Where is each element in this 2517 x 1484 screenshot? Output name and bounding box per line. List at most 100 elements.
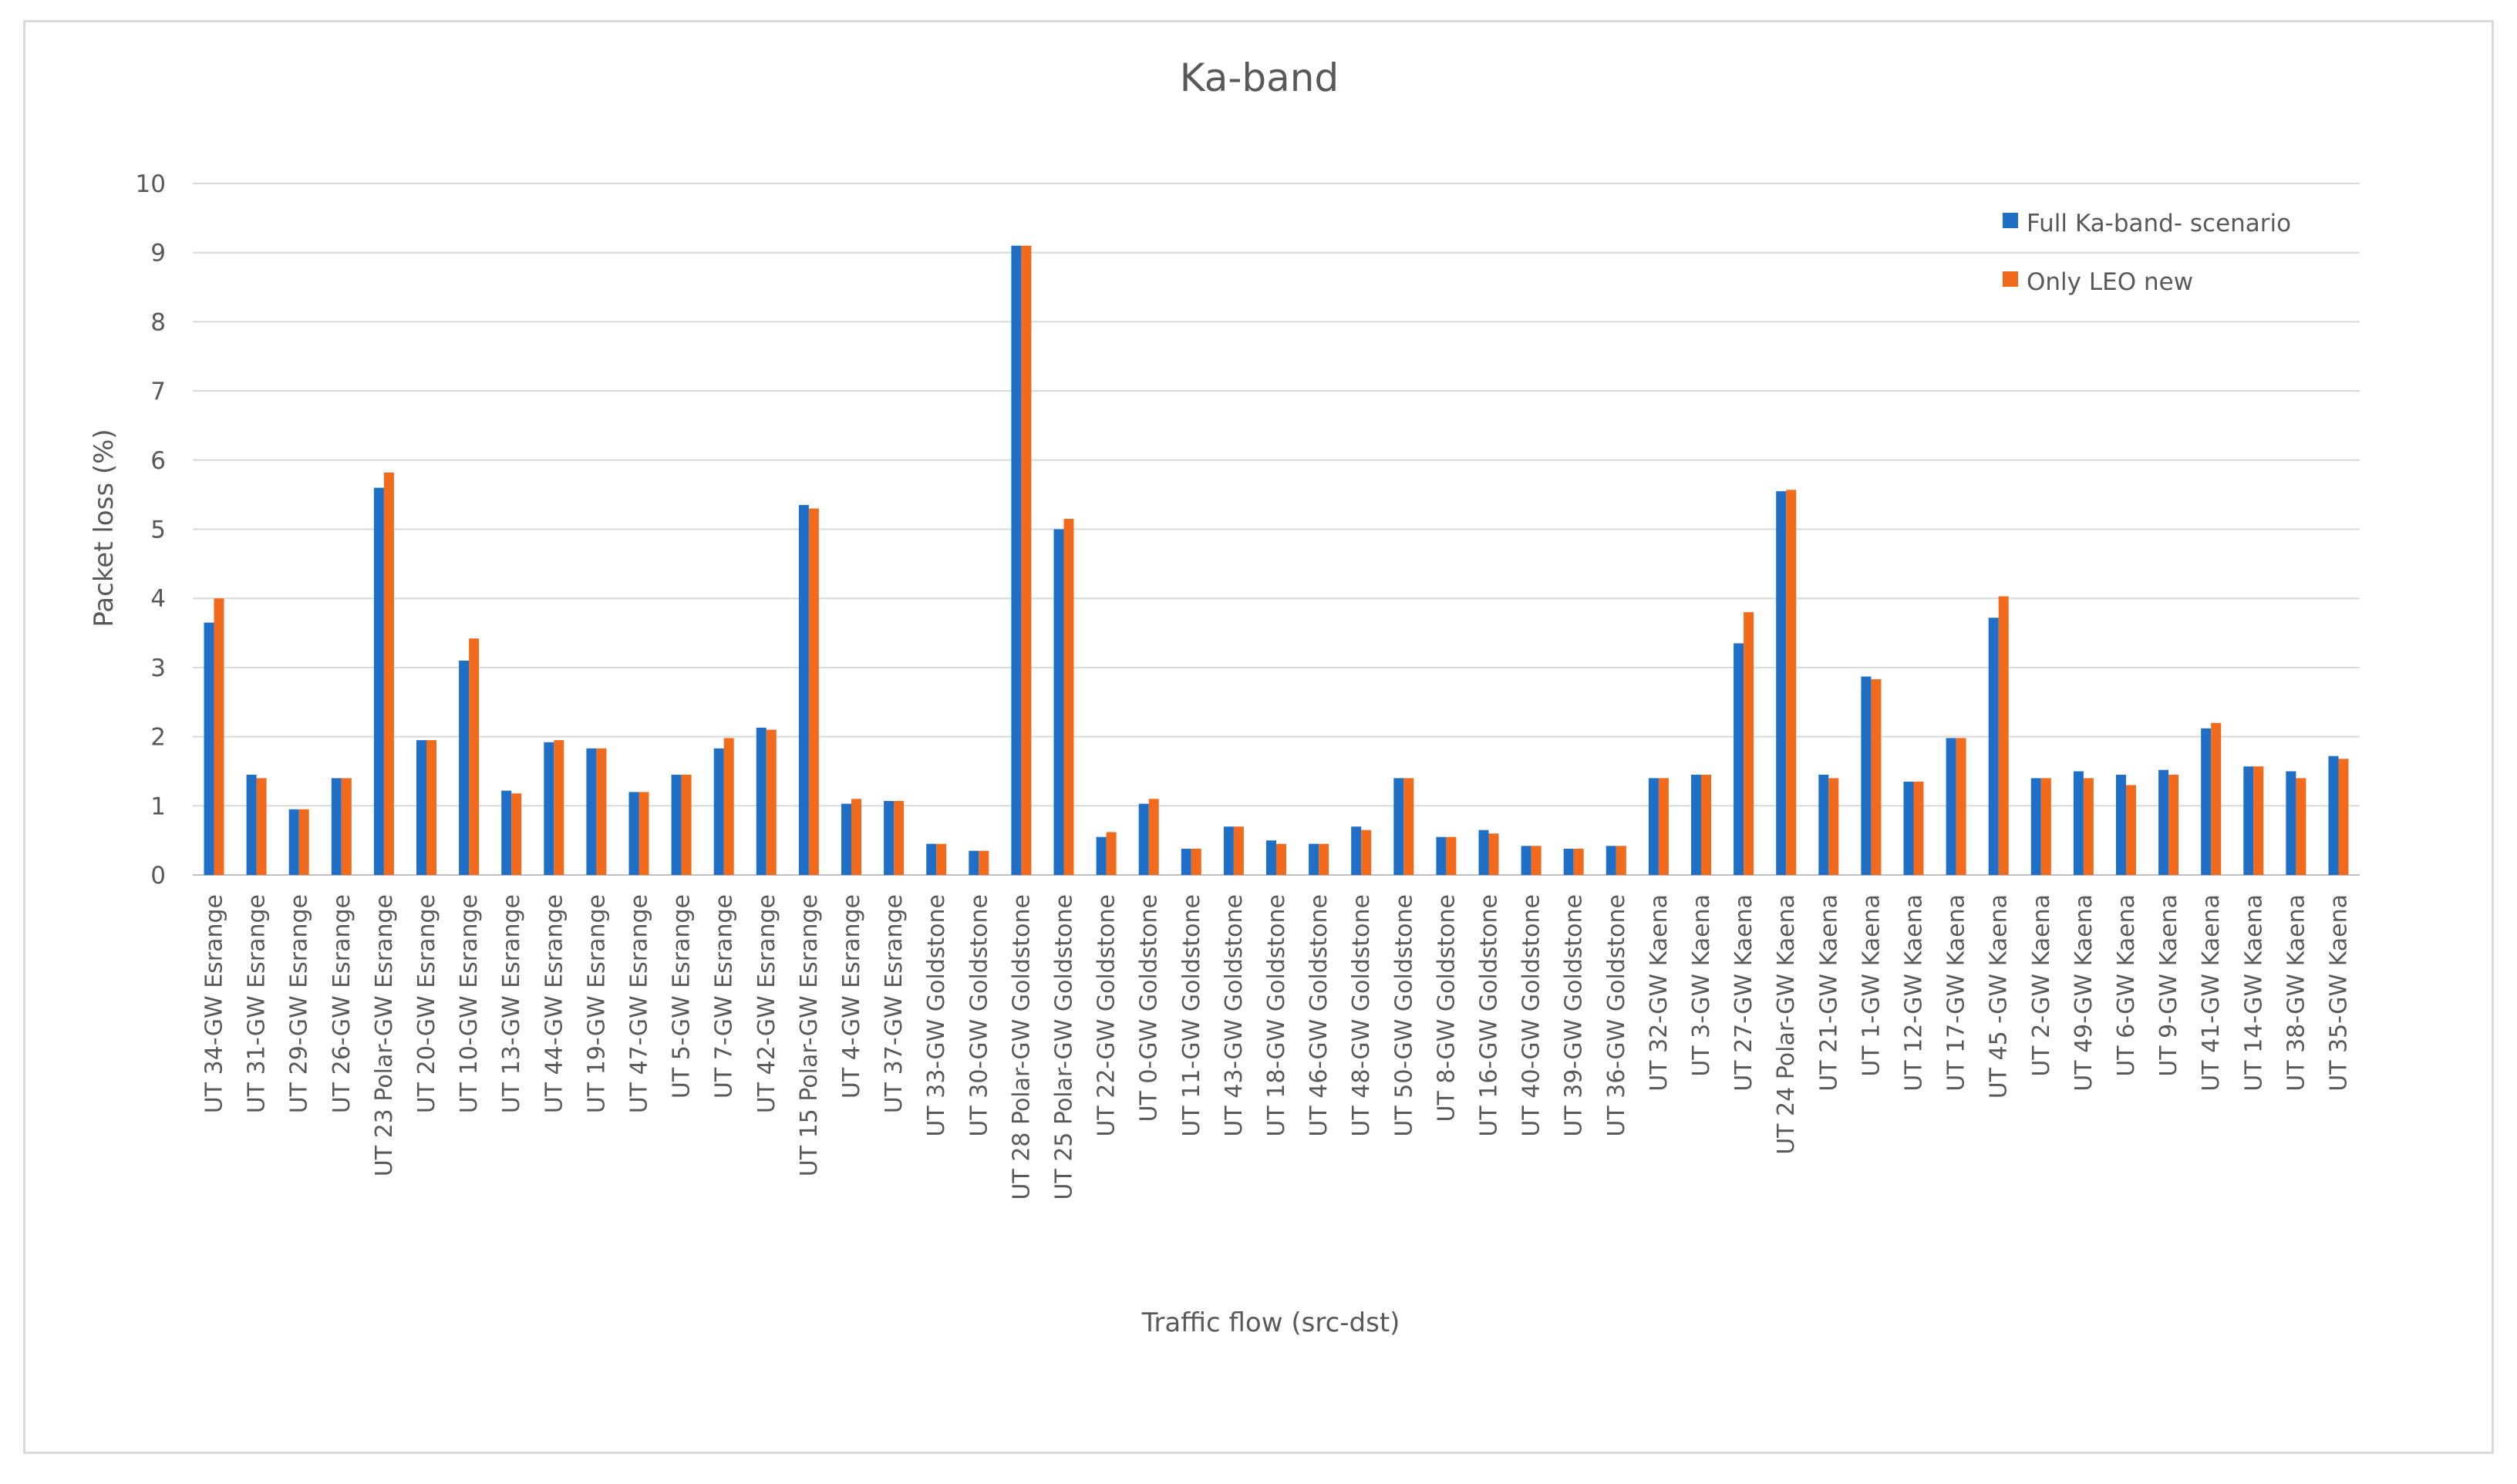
bar-series-1-25 bbox=[1266, 840, 1276, 875]
bar-series-1-24 bbox=[1223, 826, 1234, 875]
bar-series-2-3 bbox=[341, 778, 352, 875]
bar-series-1-41 bbox=[1946, 738, 1956, 875]
x-tick-label: UT 33-GW Goldstone bbox=[923, 894, 950, 1137]
x-tick-label: UT 22-GW Goldstone bbox=[1093, 894, 1120, 1137]
x-tick-label: UT 20-GW Esrange bbox=[413, 894, 440, 1113]
bar-series-2-5 bbox=[426, 740, 436, 875]
x-tick-label: UT 14-GW Kaena bbox=[2240, 894, 2267, 1092]
x-tick-label: UT 4-GW Esrange bbox=[838, 894, 865, 1099]
x-tick-label: UT 30-GW Goldstone bbox=[965, 894, 992, 1137]
x-tick-label: UT 15 Polar-GW Esrange bbox=[796, 894, 823, 1176]
bar-series-1-12 bbox=[713, 748, 724, 875]
y-axis-title: Packet loss (%) bbox=[89, 429, 120, 627]
bar-series-1-14 bbox=[798, 505, 809, 875]
bar-series-2-0 bbox=[214, 598, 224, 875]
bar-series-2-49 bbox=[2296, 778, 2306, 875]
bar-series-2-32 bbox=[1573, 848, 1584, 875]
x-tick-label: UT 49-GW Kaena bbox=[2071, 894, 2098, 1092]
bar-series-1-29 bbox=[1436, 836, 1447, 875]
bar-series-1-9 bbox=[586, 748, 597, 875]
bar-series-2-4 bbox=[383, 472, 394, 875]
bar-series-1-37 bbox=[1776, 491, 1787, 875]
bar-series-2-1 bbox=[256, 778, 267, 875]
bar-series-1-4 bbox=[373, 487, 384, 875]
bar-series-1-49 bbox=[2286, 771, 2296, 875]
bar-series-2-6 bbox=[469, 638, 480, 875]
x-tick-label: UT 8-GW Goldstone bbox=[1433, 894, 1460, 1122]
bar-series-2-21 bbox=[1106, 832, 1117, 875]
legend: Full Ka-band- scenario Only LEO new bbox=[2003, 210, 2291, 296]
bar-series-1-46 bbox=[2158, 769, 2169, 875]
x-tick-label: UT 44-GW Esrange bbox=[541, 894, 568, 1113]
legend-swatch-series-1 bbox=[2003, 213, 2018, 228]
bar-series-1-7 bbox=[501, 790, 512, 875]
x-tick-label: UT 46-GW Goldstone bbox=[1306, 894, 1333, 1137]
bar-series-2-22 bbox=[1148, 799, 1159, 875]
bar-series-2-10 bbox=[639, 792, 649, 875]
bar-series-2-41 bbox=[1956, 738, 1966, 875]
x-tick-label: UT 37-GW Esrange bbox=[881, 894, 908, 1113]
legend-swatch-series-2 bbox=[2003, 271, 2018, 287]
y-tick-label: 6 bbox=[150, 447, 166, 475]
bar-series-2-27 bbox=[1361, 829, 1372, 875]
chart-title: Ka-band bbox=[1180, 56, 1339, 100]
bar-series-1-8 bbox=[544, 742, 554, 875]
bar-series-2-35 bbox=[1701, 774, 1711, 875]
y-tick-label: 1 bbox=[150, 792, 166, 820]
bar-series-1-23 bbox=[1181, 848, 1191, 875]
bar-series-2-47 bbox=[2211, 722, 2222, 875]
bar-series-1-38 bbox=[1818, 774, 1829, 875]
x-tick-label: UT 12-GW Kaena bbox=[1901, 894, 1928, 1092]
bar-series-1-42 bbox=[1988, 617, 1999, 875]
bar-series-1-33 bbox=[1606, 846, 1616, 875]
bar-series-2-23 bbox=[1191, 848, 1201, 875]
x-tick-label: UT 41-GW Kaena bbox=[2198, 894, 2225, 1092]
y-tick-label: 8 bbox=[150, 308, 166, 336]
bar-series-1-13 bbox=[756, 727, 767, 875]
bar-series-1-39 bbox=[1861, 676, 1872, 875]
bar-series-2-17 bbox=[936, 843, 947, 875]
bar-series-2-18 bbox=[979, 850, 989, 875]
bar-series-1-11 bbox=[671, 774, 682, 875]
bar-series-2-20 bbox=[1063, 519, 1074, 875]
bar-series-1-16 bbox=[884, 801, 895, 875]
bar-series-2-31 bbox=[1531, 846, 1542, 875]
bar-series-1-27 bbox=[1351, 826, 1362, 875]
x-tick-label: UT 23 Polar-GW Esrange bbox=[371, 894, 398, 1176]
bar-series-2-48 bbox=[2253, 766, 2264, 875]
bar-series-1-20 bbox=[1053, 529, 1064, 875]
bar-series-1-26 bbox=[1309, 843, 1319, 875]
bar-series-1-43 bbox=[2030, 778, 2041, 875]
x-tick-label: UT 26-GW Esrange bbox=[329, 894, 355, 1113]
bar-series-1-36 bbox=[1734, 643, 1744, 875]
x-tick-label: UT 3-GW Kaena bbox=[1688, 894, 1715, 1077]
bar-series-2-15 bbox=[851, 799, 861, 875]
bar-series-2-38 bbox=[1828, 778, 1839, 875]
x-tick-label: UT 5-GW Esrange bbox=[669, 894, 696, 1099]
bar-series-2-28 bbox=[1403, 778, 1414, 875]
bar-series-2-40 bbox=[1913, 781, 1924, 875]
x-tick-label: UT 17-GW Kaena bbox=[1943, 894, 1970, 1092]
x-tick-label: UT 24 Polar-GW Kaena bbox=[1773, 894, 1800, 1155]
bar-series-2-44 bbox=[2083, 778, 2094, 875]
bar-series-2-37 bbox=[1786, 490, 1797, 875]
bar-series-1-35 bbox=[1691, 774, 1701, 875]
x-tick-label: UT 25 Polar-GW Goldstone bbox=[1051, 894, 1078, 1200]
x-tick-label: UT 16-GW Goldstone bbox=[1476, 894, 1503, 1137]
bar-series-2-34 bbox=[1658, 778, 1669, 875]
x-tick-label: UT 45 -GW Kaena bbox=[1986, 894, 2013, 1099]
x-tick-label: UT 13-GW Esrange bbox=[498, 894, 525, 1113]
y-tick-labels: 0 1 2 3 4 5 6 7 8 9 10 bbox=[136, 170, 166, 890]
bar-series-2-50 bbox=[2338, 759, 2349, 875]
x-tick-label: UT 11-GW Goldstone bbox=[1178, 894, 1205, 1137]
bar-series-2-36 bbox=[1744, 612, 1754, 875]
bar-series-1-48 bbox=[2243, 766, 2254, 875]
bar-series-2-26 bbox=[1319, 843, 1329, 875]
bar-series-2-46 bbox=[2168, 774, 2179, 875]
bar-series-1-1 bbox=[246, 774, 257, 875]
x-tick-label: UT 27-GW Kaena bbox=[1730, 894, 1757, 1092]
x-tick-label: UT 43-GW Goldstone bbox=[1221, 894, 1248, 1137]
bar-series-2-30 bbox=[1488, 833, 1499, 875]
legend-label-series-1: Full Ka-band- scenario bbox=[2027, 210, 2291, 237]
